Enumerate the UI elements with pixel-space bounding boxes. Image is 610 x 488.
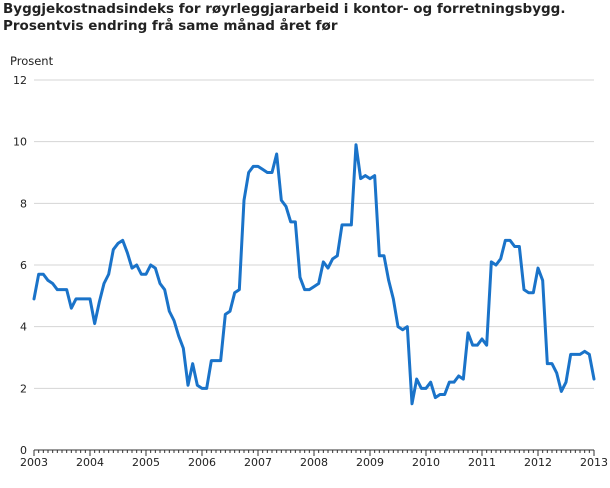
chart-title-block: Byggjekostnadsindeks for røyrleggjararbe…	[3, 1, 608, 35]
x-tick-label: 2012	[524, 456, 552, 469]
y-tick-label: 8	[20, 197, 27, 210]
y-tick-label: 6	[20, 259, 27, 272]
x-tick-label: 2010	[412, 456, 440, 469]
x-axis: 2003 2004 2005 2006 2007 2008 2009 2010 2011 2012…	[20, 449, 608, 469]
y-tick-label: 0	[20, 444, 27, 457]
chart-title: Byggjekostnadsindeks for røyrleggjararbe…	[3, 1, 566, 17]
chart-subtitle: Prosentvis endring frå same månad året f…	[3, 18, 338, 34]
x-tick-label: 2005	[132, 456, 160, 469]
x-tick-label: 2003	[20, 456, 48, 469]
x-tick-label: 2008	[300, 456, 328, 469]
x-tick-label: 2007	[244, 456, 272, 469]
y-axis-label: Prosent	[10, 54, 54, 68]
y-tick-label: 10	[13, 136, 27, 149]
y-tick-label: 2	[20, 382, 27, 395]
x-tick-label: 2006	[188, 456, 216, 469]
x-tick-label: 2009	[356, 456, 384, 469]
series-group	[32, 143, 596, 406]
x-tick-label: 2004	[76, 456, 104, 469]
x-tick-label: 2011	[468, 456, 496, 469]
y-axis-ticks: 0 2 4 6 8 10 12	[13, 74, 27, 457]
series-line-0	[32, 143, 596, 406]
y-tick-label: 4	[20, 321, 27, 334]
x-tick-label: 2013	[580, 456, 608, 469]
y-tick-label: 12	[13, 74, 27, 87]
gridlines	[34, 79, 594, 389]
